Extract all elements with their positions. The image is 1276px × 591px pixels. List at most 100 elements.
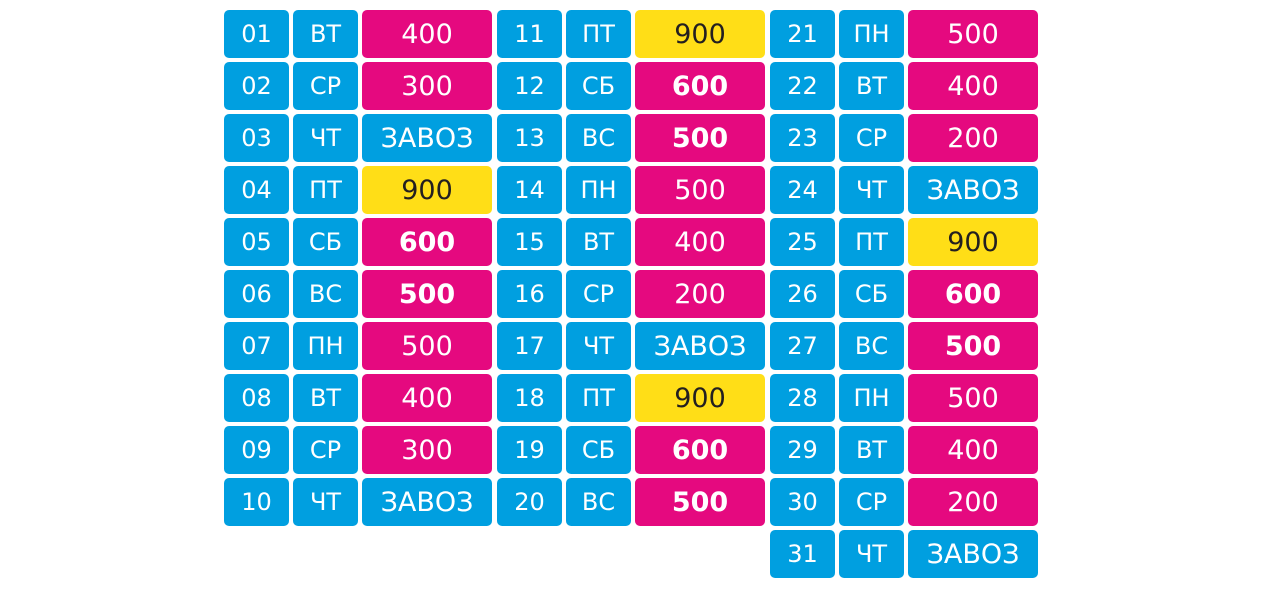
- weekday-label: ВС: [293, 270, 358, 318]
- weekday-label: ЧТ: [293, 114, 358, 162]
- day-number: 24: [770, 166, 835, 214]
- weekday-label: ПТ: [839, 218, 904, 266]
- day-number: 16: [497, 270, 562, 318]
- day-value: 600: [362, 218, 492, 266]
- day-number: 11: [497, 10, 562, 58]
- day-number: 03: [224, 114, 289, 162]
- weekday-label: СР: [839, 114, 904, 162]
- day-value: 500: [362, 322, 492, 370]
- day-value: 500: [635, 478, 765, 526]
- day-number: 19: [497, 426, 562, 474]
- schedule-row: 08 ВТ 400: [224, 374, 492, 422]
- day-value: ЗАВОЗ: [908, 530, 1038, 578]
- schedule-row: 27 ВС 500: [770, 322, 1038, 370]
- weekday-label: ЧТ: [566, 322, 631, 370]
- schedule-row: 29 ВТ 400: [770, 426, 1038, 474]
- day-number: 14: [497, 166, 562, 214]
- schedule-row: 03 ЧТ ЗАВОЗ: [224, 114, 492, 162]
- weekday-label: ПН: [839, 374, 904, 422]
- schedule-row: 09 СР 300: [224, 426, 492, 474]
- weekday-label: ВТ: [293, 374, 358, 422]
- schedule-row: 31 ЧТ ЗАВОЗ: [770, 530, 1038, 578]
- day-value: 900: [362, 166, 492, 214]
- day-number: 12: [497, 62, 562, 110]
- schedule-row: 20 ВС 500: [497, 478, 765, 526]
- day-number: 04: [224, 166, 289, 214]
- day-value: 500: [908, 10, 1038, 58]
- schedule-row: 15 ВТ 400: [497, 218, 765, 266]
- schedule-row: 04 ПТ 900: [224, 166, 492, 214]
- schedule-row: 30 СР 200: [770, 478, 1038, 526]
- schedule-row: 06 ВС 500: [224, 270, 492, 318]
- day-number: 02: [224, 62, 289, 110]
- weekday-label: ВТ: [839, 426, 904, 474]
- weekday-label: ПН: [566, 166, 631, 214]
- day-value: 900: [908, 218, 1038, 266]
- schedule-column-3: 21 ПН 500 22 ВТ 400 23 СР 200 24 ЧТ ЗАВОЗ 25 ПТ 900 26 С…: [770, 10, 1038, 582]
- day-number: 18: [497, 374, 562, 422]
- day-value: 400: [908, 426, 1038, 474]
- day-number: 29: [770, 426, 835, 474]
- weekday-label: ВТ: [839, 62, 904, 110]
- day-value: 900: [635, 374, 765, 422]
- day-number: 01: [224, 10, 289, 58]
- day-number: 07: [224, 322, 289, 370]
- day-number: 25: [770, 218, 835, 266]
- day-number: 26: [770, 270, 835, 318]
- day-value: 500: [635, 166, 765, 214]
- weekday-label: СБ: [839, 270, 904, 318]
- schedule-row: 23 СР 200: [770, 114, 1038, 162]
- day-number: 10: [224, 478, 289, 526]
- schedule-row: 21 ПН 500: [770, 10, 1038, 58]
- weekday-label: ЧТ: [839, 166, 904, 214]
- weekday-label: ПН: [839, 10, 904, 58]
- weekday-label: СБ: [566, 62, 631, 110]
- day-value: 400: [362, 374, 492, 422]
- weekday-label: ВС: [566, 114, 631, 162]
- day-value: ЗАВОЗ: [362, 478, 492, 526]
- weekday-label: ЧТ: [293, 478, 358, 526]
- schedule-row: 24 ЧТ ЗАВОЗ: [770, 166, 1038, 214]
- day-number: 31: [770, 530, 835, 578]
- weekday-label: ВТ: [293, 10, 358, 58]
- schedule-row: 05 СБ 600: [224, 218, 492, 266]
- day-value: 900: [635, 10, 765, 58]
- day-value: 600: [635, 426, 765, 474]
- day-value: 400: [635, 218, 765, 266]
- schedule-row: 13 ВС 500: [497, 114, 765, 162]
- day-value: 200: [635, 270, 765, 318]
- weekday-label: ПН: [293, 322, 358, 370]
- weekday-label: ПТ: [566, 10, 631, 58]
- schedule-row: 17 ЧТ ЗАВОЗ: [497, 322, 765, 370]
- day-value: 400: [362, 10, 492, 58]
- schedule-row: 14 ПН 500: [497, 166, 765, 214]
- day-number: 27: [770, 322, 835, 370]
- weekday-label: СР: [293, 62, 358, 110]
- schedule-row: 07 ПН 500: [224, 322, 492, 370]
- day-number: 21: [770, 10, 835, 58]
- day-number: 22: [770, 62, 835, 110]
- weekday-label: ЧТ: [839, 530, 904, 578]
- day-number: 23: [770, 114, 835, 162]
- day-value: 300: [362, 426, 492, 474]
- weekday-label: СБ: [293, 218, 358, 266]
- weekday-label: ВТ: [566, 218, 631, 266]
- schedule-row: 10 ЧТ ЗАВОЗ: [224, 478, 492, 526]
- day-value: 200: [908, 478, 1038, 526]
- weekday-label: ВС: [566, 478, 631, 526]
- schedule-column-1: 01 ВТ 400 02 СР 300 03 ЧТ ЗАВОЗ 04 ПТ 900 05 СБ 600 06 В…: [224, 10, 492, 530]
- day-number: 15: [497, 218, 562, 266]
- day-value: 500: [635, 114, 765, 162]
- weekday-label: ПТ: [293, 166, 358, 214]
- day-number: 20: [497, 478, 562, 526]
- weekday-label: СР: [566, 270, 631, 318]
- day-value: ЗАВОЗ: [362, 114, 492, 162]
- day-value: ЗАВОЗ: [908, 166, 1038, 214]
- schedule-row: 26 СБ 600: [770, 270, 1038, 318]
- day-number: 17: [497, 322, 562, 370]
- day-value: 500: [908, 322, 1038, 370]
- weekday-label: ВС: [839, 322, 904, 370]
- day-number: 05: [224, 218, 289, 266]
- weekday-label: СР: [293, 426, 358, 474]
- weekday-label: СБ: [566, 426, 631, 474]
